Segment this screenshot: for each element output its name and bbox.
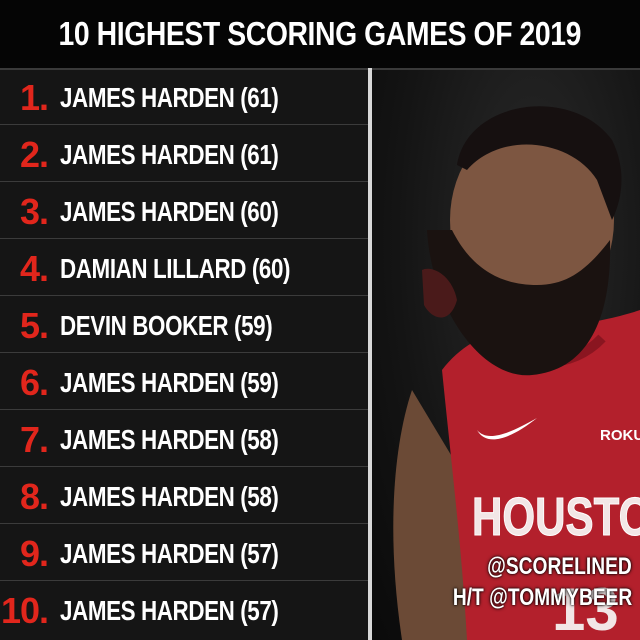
player-entry: JAMES HARDEN (61) [60,82,279,113]
rank-number: 3. [19,191,49,232]
list-item: 4. DAMIAN LILLARD (60) [0,241,368,296]
page-title: 10 HIGHEST SCORING GAMES OF 2019 [58,15,582,52]
rank-number: 2. [19,134,49,175]
player-beard [427,230,611,376]
jersey-number: 13 [552,576,619,640]
rankings-list: 1. JAMES HARDEN (61) 2. JAMES HARDEN (61… [0,70,368,640]
player-mouth [422,268,457,318]
rank-number: 8. [19,476,49,517]
player-illustration: ROKU HOUSTON 13 [393,106,640,640]
player-entry: JAMES HARDEN (57) [60,538,279,569]
player-entry: JAMES HARDEN (58) [60,424,279,455]
list-item: 8. JAMES HARDEN (58) [0,469,368,524]
rank-number: 10. [0,590,49,631]
player-entry: JAMES HARDEN (59) [60,367,279,398]
rank-number: 7. [19,419,49,460]
player-entry: JAMES HARDEN (57) [60,595,279,626]
sponsor-patch: ROKU [600,427,640,444]
player-head [450,120,614,320]
player-entry: JAMES HARDEN (61) [60,139,279,170]
rank-number: 5. [19,305,49,346]
player-hair [457,106,622,220]
player-entry: JAMES HARDEN (58) [60,481,279,512]
jersey [442,310,640,640]
player-photo: ROKU HOUSTON 13 [372,70,640,640]
rank-number: 1. [19,77,49,118]
list-item: 9. JAMES HARDEN (57) [0,526,368,581]
player-entry: JAMES HARDEN (60) [60,196,279,227]
list-item: 2. JAMES HARDEN (61) [0,127,368,182]
rank-number: 9. [19,533,49,574]
list-item: 1. JAMES HARDEN (61) [0,70,368,125]
list-item: 10. JAMES HARDEN (57) [0,583,368,638]
column-divider [368,68,372,640]
player-arm [393,390,482,640]
list-item: 6. JAMES HARDEN (59) [0,355,368,410]
credit-handle: @SCORELINED [487,553,632,580]
credit-hat-tip: H/T @TOMMYBEER [452,584,632,611]
swoosh-icon [477,418,537,440]
list-item: 5. DEVIN BOOKER (59) [0,298,368,353]
player-entry: DEVIN BOOKER (59) [60,310,273,341]
player-entry: DAMIAN LILLARD (60) [60,253,291,284]
title-bar: 10 HIGHEST SCORING GAMES OF 2019 [0,0,640,70]
list-item: 3. JAMES HARDEN (60) [0,184,368,239]
list-item: 7. JAMES HARDEN (58) [0,412,368,467]
rank-number: 6. [19,362,49,403]
rank-number: 4. [19,248,49,289]
jersey-text: HOUSTON [472,487,640,547]
